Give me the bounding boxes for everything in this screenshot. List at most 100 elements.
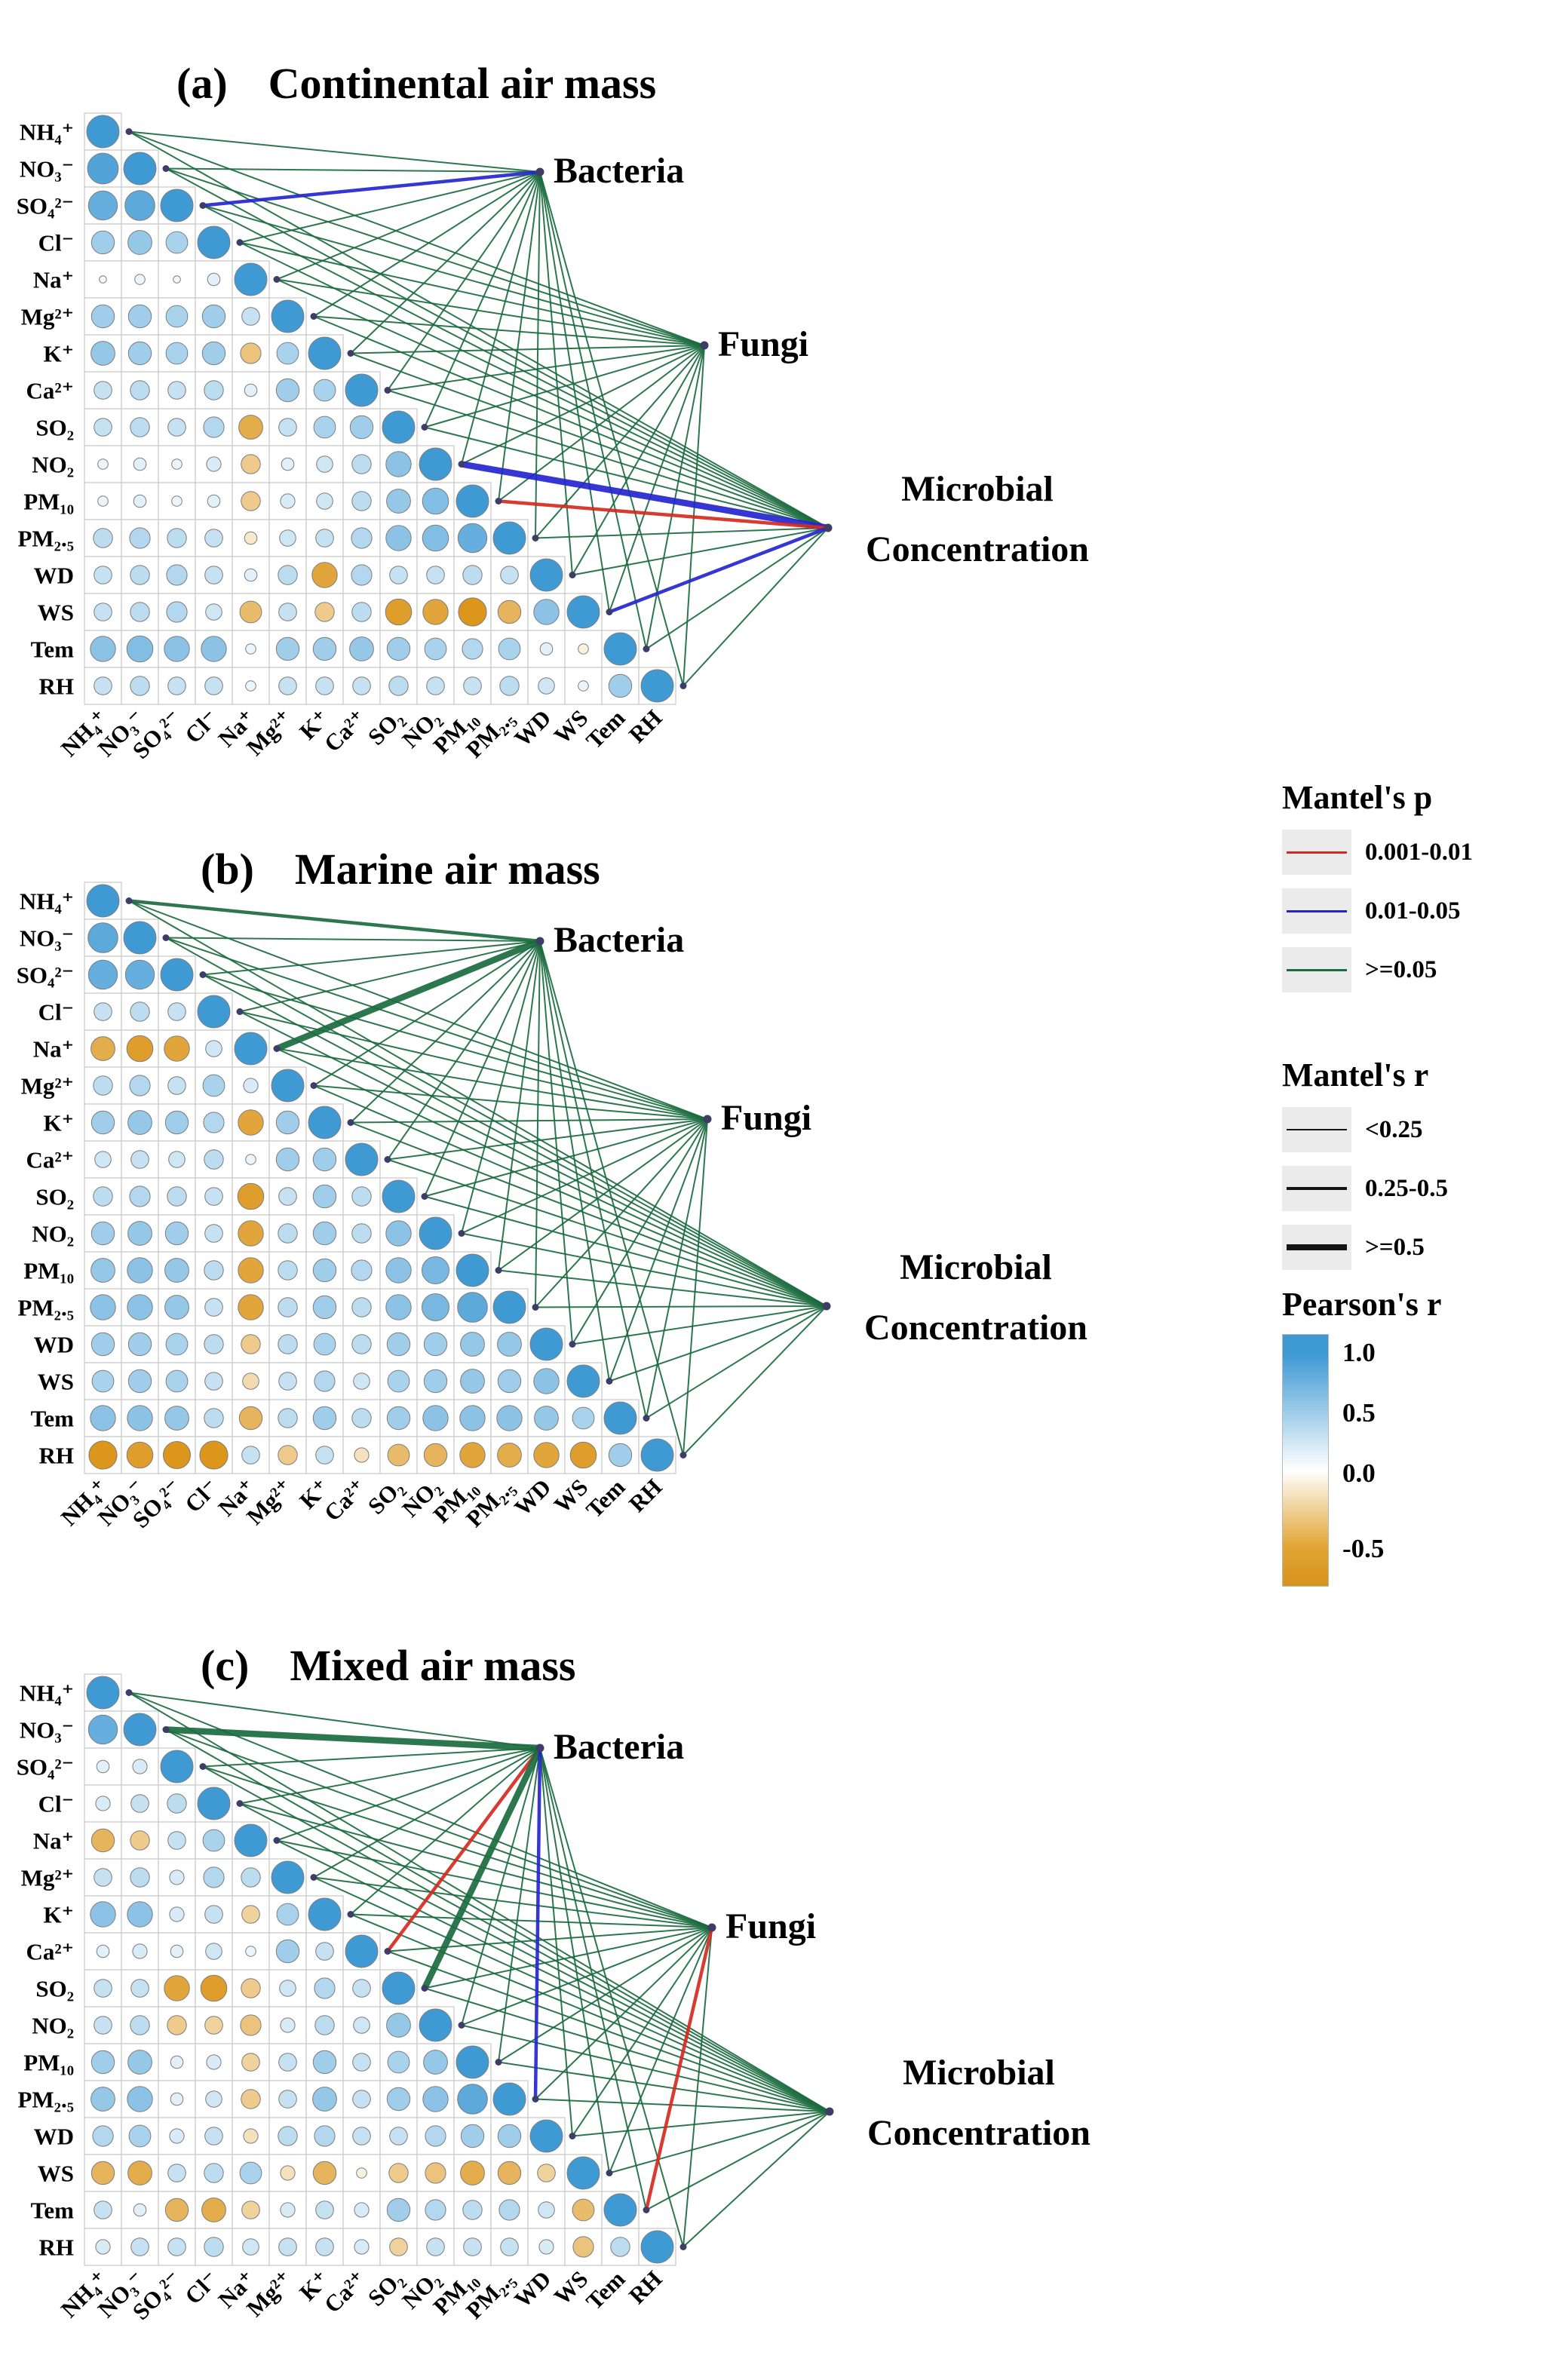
corr-circle <box>313 379 336 402</box>
matrix-node-dot <box>532 2096 539 2102</box>
mantel-edge <box>646 345 705 649</box>
legend-key <box>1282 1166 1351 1211</box>
corr-circle <box>354 2202 370 2218</box>
corr-circle <box>167 2164 186 2182</box>
matrix-node-dot <box>458 1230 465 1237</box>
corr-circle <box>201 304 226 329</box>
mantel-edge <box>424 1987 830 2112</box>
row-label: SO₂ <box>35 1976 74 2002</box>
corr-circle <box>170 2055 184 2069</box>
corr-circle <box>167 2237 186 2256</box>
corr-circle <box>96 1759 110 1774</box>
row-label: SO₄²⁻ <box>17 1754 74 1780</box>
corr-circle <box>492 521 526 555</box>
mantel-edge <box>350 1121 827 1307</box>
mantel-edge <box>387 1927 713 1952</box>
node-label: Concentration <box>866 529 1089 569</box>
corr-circle <box>164 1406 189 1431</box>
mantel-edge <box>424 1195 827 1307</box>
corr-circle <box>203 1866 225 1888</box>
corr-circle <box>497 600 522 624</box>
corr-circle <box>87 922 118 953</box>
corr-circle <box>425 2199 446 2221</box>
corr-circle <box>202 1074 225 1097</box>
mantel-edge <box>313 1084 708 1120</box>
corr-circle <box>126 1035 154 1063</box>
mantel-edge <box>276 1839 713 1928</box>
corr-circle <box>99 275 107 284</box>
corr-circle <box>241 454 261 474</box>
corr-circle <box>94 1868 112 1887</box>
corr-circle <box>316 492 333 510</box>
corr-circle <box>278 2126 298 2146</box>
col-label: SO₂ <box>363 2265 409 2311</box>
mantel-edge <box>313 171 541 317</box>
corr-circle <box>93 1075 113 1096</box>
matrix-node-dot <box>310 313 317 320</box>
corr-circle <box>278 418 297 437</box>
corr-circle <box>566 2156 600 2190</box>
corr-circle <box>165 342 189 365</box>
corr-circle <box>242 2238 259 2256</box>
corr-circle <box>200 1974 228 2002</box>
corr-circle <box>94 1002 112 1021</box>
corr-circle <box>280 493 296 509</box>
corr-circle <box>134 274 146 285</box>
matrix-node-dot <box>273 276 281 283</box>
corr-circle <box>164 1035 190 1062</box>
corr-circle <box>94 418 112 437</box>
col-label: SO₂ <box>363 1474 409 1520</box>
col-label: WS <box>549 2265 594 2310</box>
corr-circle <box>351 1334 372 1354</box>
corr-circle <box>386 1406 411 1431</box>
mantel-edge <box>461 1232 827 1307</box>
matrix-node-dot <box>495 1267 502 1274</box>
row-label: RH <box>39 2234 75 2261</box>
row-label: Tem <box>31 2198 75 2224</box>
corr-circle <box>426 676 445 695</box>
corr-circle <box>127 2161 152 2185</box>
corr-circle <box>456 484 489 518</box>
corr-circle <box>345 1934 379 1968</box>
corr-circle <box>352 2090 371 2109</box>
matrix-node-dot <box>310 1082 317 1089</box>
corr-circle <box>166 564 188 586</box>
matrix-node-dot <box>236 1800 244 1807</box>
mantel-edge <box>276 1047 708 1120</box>
row-label: Cl⁻ <box>38 230 74 256</box>
row-label: Cl⁻ <box>38 999 74 1026</box>
corr-circle <box>127 1221 152 1246</box>
corr-circle <box>423 1369 448 1394</box>
corr-circle <box>314 2125 336 2147</box>
mantel-edge <box>313 1876 830 2112</box>
matrix-node-dot <box>199 971 207 978</box>
mantel-edge <box>533 1747 542 2099</box>
panel-c-title-text: Mixed air mass <box>290 1641 576 1690</box>
mantel-edge <box>276 1047 827 1307</box>
mantel-edge <box>387 1158 827 1307</box>
mantel-edge <box>535 1305 827 1308</box>
matrix-node-dot <box>643 646 650 652</box>
matrix-node-dot <box>273 1045 281 1052</box>
panel-b-title-text: Marine air mass <box>294 845 600 894</box>
corr-circle <box>165 1369 189 1393</box>
corr-circle <box>278 603 297 621</box>
corr-circle <box>90 304 115 329</box>
mantel-edge <box>276 1839 830 2112</box>
col-label: WS <box>549 704 594 749</box>
corr-circle <box>127 2050 152 2075</box>
corr-circle <box>203 1112 225 1133</box>
corr-circle <box>130 565 150 585</box>
mantel-edge <box>165 167 705 346</box>
corr-cell <box>121 1362 159 1400</box>
corr-circle <box>133 457 147 471</box>
corr-circle <box>238 1220 264 1247</box>
legend-item-p3: >=0.05 <box>1282 940 1546 999</box>
corr-circle <box>271 299 305 333</box>
corr-circle <box>127 341 152 366</box>
corr-circle <box>241 1867 261 1888</box>
mantel-edge <box>202 940 541 976</box>
corr-circle <box>167 1793 187 1814</box>
corr-circle <box>87 152 119 185</box>
corr-circle <box>459 1442 486 1468</box>
